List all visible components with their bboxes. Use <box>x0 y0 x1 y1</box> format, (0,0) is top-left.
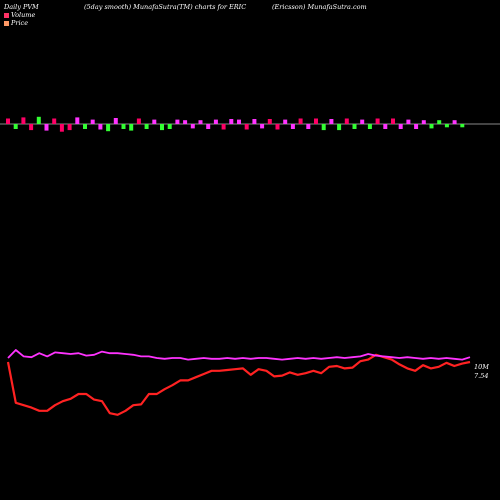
volume-bar <box>406 119 411 124</box>
volume-bar <box>314 118 318 124</box>
volume-bar <box>283 119 288 124</box>
volume-bar <box>267 119 272 124</box>
volume-bar <box>36 116 41 124</box>
volume-bar <box>59 124 64 132</box>
chart-header-center: (5day smooth) MunafaSutra(TM) charts for… <box>84 3 247 11</box>
price-line <box>6 353 471 416</box>
volume-bar <box>444 124 449 128</box>
volume-bar <box>198 120 203 125</box>
volume-bar <box>360 119 365 124</box>
volume-bar <box>29 124 34 131</box>
end-label-price: 7.54 <box>474 372 488 380</box>
chart-header-right: (Ericsson) MunafaSutra.com <box>272 3 367 11</box>
volume-bar <box>75 117 80 124</box>
series-lines <box>6 349 471 416</box>
volume-bar <box>298 118 303 124</box>
volume-bar <box>67 124 72 131</box>
volume-bar <box>383 124 388 129</box>
legend-label-price: Price <box>11 19 29 27</box>
volume-bar <box>129 124 134 131</box>
volume-bar <box>121 124 126 129</box>
volume-bar <box>329 119 334 124</box>
volume-bar <box>290 124 295 129</box>
chart-header-left: Daily PVM <box>4 3 39 11</box>
volume-bar <box>83 124 87 129</box>
volume-bar <box>337 124 342 131</box>
volume-bar <box>344 118 349 124</box>
volume-bar <box>321 124 326 131</box>
volume-bar <box>206 124 211 129</box>
volume-bar <box>375 118 380 124</box>
volume-bar <box>306 124 311 129</box>
volume-bar <box>229 119 234 124</box>
volume-bar <box>398 124 403 129</box>
volume-bar <box>113 118 118 125</box>
legend-item-price: Price <box>4 19 28 27</box>
volume-bar <box>183 120 188 125</box>
volume-bar <box>152 119 157 124</box>
volume-bar <box>136 118 141 124</box>
volume-bar <box>260 124 265 129</box>
volume-bar <box>221 124 226 130</box>
volume-line <box>7 349 471 361</box>
volume-bar <box>90 119 95 124</box>
volume-bar <box>237 119 241 124</box>
volume-bar <box>414 124 419 129</box>
volume-bar <box>160 124 164 131</box>
volume-bar <box>421 120 426 125</box>
volume-bars <box>6 116 465 132</box>
volume-bar <box>429 124 434 129</box>
legend-swatch-price <box>4 20 9 26</box>
volume-bar <box>106 124 111 132</box>
volume-bar <box>6 118 10 124</box>
volume-bar <box>144 124 149 129</box>
volume-bar <box>175 119 180 124</box>
volume-bar <box>460 124 465 128</box>
volume-bar <box>213 119 218 124</box>
end-label-volume: 10M <box>474 363 489 371</box>
volume-bar <box>13 124 18 129</box>
volume-bar <box>391 118 395 124</box>
legend-swatch-volume <box>4 12 9 18</box>
volume-bar <box>437 120 442 125</box>
volume-bar <box>190 124 195 129</box>
volume-bar <box>98 124 103 130</box>
volume-bar <box>452 120 457 125</box>
volume-bar <box>167 124 172 129</box>
volume-bar <box>52 118 57 124</box>
volume-bar <box>252 119 257 124</box>
volume-bar <box>21 117 26 124</box>
volume-bar <box>352 124 357 129</box>
legend-label-volume: Volume <box>11 11 36 19</box>
legend-item-volume: Volume <box>4 11 35 19</box>
volume-bar <box>44 124 49 131</box>
volume-bar <box>275 124 280 130</box>
volume-bar <box>367 124 372 129</box>
volume-bar <box>244 124 249 130</box>
